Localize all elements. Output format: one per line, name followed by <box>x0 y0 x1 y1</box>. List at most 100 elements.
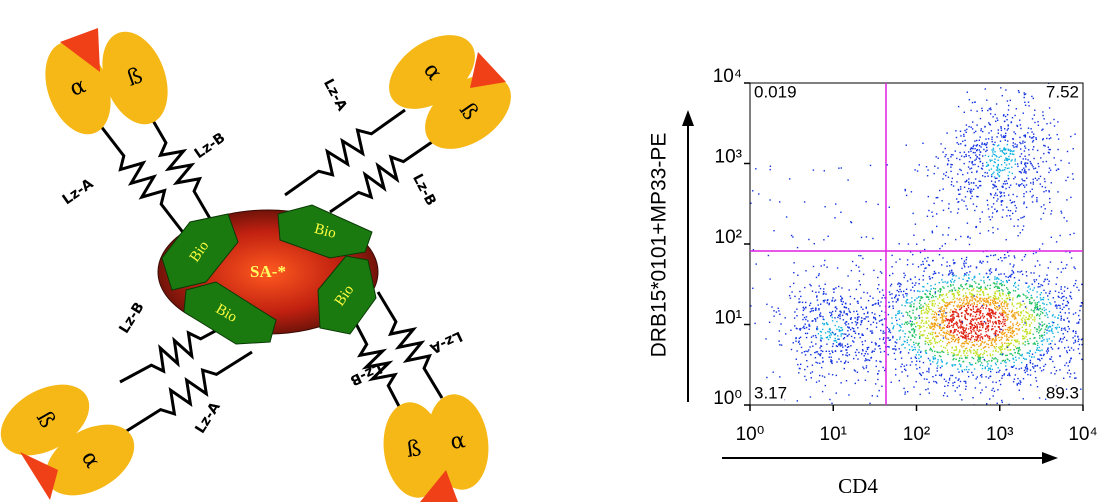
event-dot <box>829 312 830 313</box>
event-dot <box>1049 202 1050 203</box>
event-dot <box>982 357 983 358</box>
event-dot <box>875 383 876 384</box>
event-dot <box>977 144 978 145</box>
event-dot <box>1017 295 1018 296</box>
event-dot <box>977 326 978 327</box>
event-dot <box>1041 292 1042 293</box>
event-dot <box>1046 330 1047 331</box>
event-dot <box>923 310 924 311</box>
event-dot <box>1020 128 1021 129</box>
event-dot <box>1079 319 1080 320</box>
event-dot <box>1047 347 1048 348</box>
event-dot <box>982 165 983 166</box>
event-dot <box>1029 324 1030 325</box>
event-dot <box>985 367 986 368</box>
event-dot <box>979 323 980 324</box>
event-dot <box>855 333 856 334</box>
event-dot <box>879 315 880 316</box>
event-dot <box>866 316 867 317</box>
event-dot <box>1012 138 1013 139</box>
event-dot <box>955 390 956 391</box>
event-dot <box>1025 295 1026 296</box>
event-dot <box>926 308 927 309</box>
event-dot <box>972 316 973 317</box>
event-dot <box>1003 317 1004 318</box>
event-dot <box>970 309 971 310</box>
event-dot <box>1019 120 1020 121</box>
event-dot <box>966 366 967 367</box>
event-dot <box>1035 352 1036 353</box>
event-dot <box>955 377 956 378</box>
event-dot <box>970 286 971 287</box>
event-dot <box>892 337 893 338</box>
event-dot <box>947 343 948 344</box>
event-dot <box>1007 316 1008 317</box>
event-dot <box>815 335 816 336</box>
event-dot <box>971 196 972 197</box>
event-dot <box>999 172 1000 173</box>
event-dot <box>1037 308 1038 309</box>
event-dot <box>930 333 931 334</box>
event-dot <box>942 151 943 152</box>
event-dot <box>958 380 959 381</box>
event-dot <box>1034 320 1035 321</box>
linker-spring <box>100 125 185 235</box>
event-dot <box>970 265 971 266</box>
event-dot <box>819 347 820 348</box>
event-dot <box>973 152 974 153</box>
event-dot <box>860 324 861 325</box>
event-dot <box>938 290 939 291</box>
event-dot <box>1057 332 1058 333</box>
event-dot <box>1000 346 1001 347</box>
event-dot <box>986 334 987 335</box>
event-dot <box>880 259 881 260</box>
event-dot <box>993 203 994 204</box>
event-dot <box>1022 301 1023 302</box>
event-dot <box>920 304 921 305</box>
event-dot <box>995 254 996 255</box>
event-dot <box>913 306 914 307</box>
event-dot <box>811 310 812 311</box>
event-dot <box>1041 370 1042 371</box>
event-dot <box>971 172 972 173</box>
event-dot <box>1003 135 1004 136</box>
event-dot <box>1067 177 1068 178</box>
event-dot <box>961 307 962 308</box>
event-dot <box>932 361 933 362</box>
event-dot <box>876 366 877 367</box>
event-dot <box>935 284 936 285</box>
event-dot <box>1043 138 1044 139</box>
event-dot <box>959 169 960 170</box>
event-dot <box>952 365 953 366</box>
event-dot <box>1034 318 1035 319</box>
event-dot <box>961 370 962 371</box>
event-dot <box>1027 159 1028 160</box>
x-tick-label: 10² <box>903 424 930 445</box>
event-dot <box>1006 180 1007 181</box>
event-dot <box>1012 117 1013 118</box>
event-dot <box>994 339 995 340</box>
event-dot <box>948 331 949 332</box>
event-dot <box>989 288 990 289</box>
event-dot <box>1018 343 1019 344</box>
event-dot <box>986 314 987 315</box>
event-dot <box>966 180 967 181</box>
event-dot <box>1006 215 1007 216</box>
event-dot <box>909 349 910 350</box>
event-dot <box>997 170 998 171</box>
event-dot <box>1079 310 1080 311</box>
event-dot <box>1023 358 1024 359</box>
event-dot <box>1042 186 1043 187</box>
event-dot <box>818 353 819 354</box>
event-dot <box>1045 187 1046 188</box>
event-dot <box>1028 333 1029 334</box>
event-dot <box>1009 159 1010 160</box>
event-dot <box>1011 340 1012 341</box>
event-dot <box>982 327 983 328</box>
event-dot <box>960 355 961 356</box>
event-dot <box>961 358 962 359</box>
event-dot <box>1023 315 1024 316</box>
event-dot <box>996 346 997 347</box>
event-dot <box>977 354 978 355</box>
event-dot <box>914 317 915 318</box>
